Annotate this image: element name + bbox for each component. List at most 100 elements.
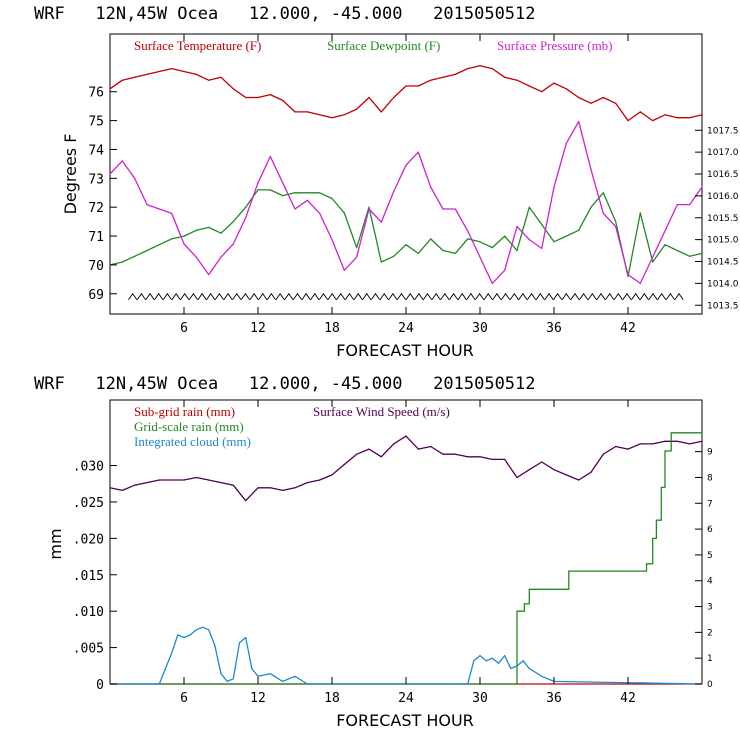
x-tick-label: 12 (250, 321, 266, 336)
surface-temperature-point (220, 76, 222, 78)
surface-wind-speed-point (528, 469, 530, 471)
surface-dewpoint-point (590, 206, 592, 208)
wind-barb (622, 292, 632, 300)
wind-barb (128, 292, 138, 300)
surface-pressure-point (627, 274, 629, 276)
surface-pressure-point (590, 169, 592, 171)
wind-barb (206, 292, 216, 300)
surface-pressure-point (528, 239, 530, 241)
surface-dewpoint-point (121, 261, 123, 263)
integrated-cloud-point (220, 673, 222, 675)
grid-scale-rain-point (516, 610, 518, 612)
surface-temperature-point (195, 73, 197, 75)
surface-dewpoint-point (356, 247, 358, 249)
surface-pressure-point (282, 182, 284, 184)
surface-pressure-point (417, 151, 419, 153)
wind-barb (587, 292, 597, 300)
surface-temperature-point (528, 85, 530, 87)
integrated-cloud-point (491, 657, 493, 659)
x-tick-label: 30 (472, 321, 488, 336)
surface-pressure-point (183, 243, 185, 245)
right-y-tick-label: 1017.5 (707, 126, 739, 136)
surface-dewpoint-point (380, 261, 382, 263)
wind-barb (353, 292, 363, 300)
surface-temperature-point (208, 79, 210, 81)
surface-pressure-point (146, 204, 148, 206)
surface-wind-speed-point (676, 440, 678, 442)
surface-temperature-point (664, 114, 666, 116)
surface-dewpoint-point (541, 223, 543, 226)
surface-pressure-point (331, 239, 333, 241)
surface-dewpoint-point (146, 249, 148, 252)
wind-barb (214, 292, 224, 300)
surface-pressure-point (158, 208, 160, 210)
surface-pressure-point (109, 173, 111, 175)
integrated-cloud-point (189, 634, 191, 636)
y-tick-label: 75 (88, 115, 104, 130)
surface-temperature-point (158, 70, 160, 73)
surface-wind-speed-point (639, 443, 641, 445)
surface-dewpoint-point (294, 192, 296, 194)
surface-pressure-point (343, 269, 345, 271)
surface-pressure-point (491, 282, 493, 284)
wind-barb (544, 292, 554, 300)
surface-pressure-point (639, 282, 641, 284)
surface-temperature-point (269, 94, 271, 96)
surface-temperature-point (442, 76, 444, 78)
wind-barb (527, 292, 537, 300)
surface-temperature-point (134, 76, 136, 78)
right-y-tick-label: 7 (707, 499, 713, 509)
wind-barb (336, 292, 346, 300)
surface-dewpoint-point (479, 241, 481, 243)
integrated-cloud-point (171, 652, 173, 654)
temperature-panel: WRF 12N,45W Ocea 12.000, -45.000 2015050… (34, 4, 739, 360)
surface-wind-speed-point (356, 453, 358, 455)
x-tick-label: 18 (324, 321, 340, 336)
grid-scale-rain-point (528, 588, 530, 590)
grid-scale-rain-point (670, 432, 672, 434)
wind-barb (518, 292, 528, 300)
surface-pressure-point (664, 230, 666, 232)
surface-wind-speed-point (417, 448, 419, 450)
surface-pressure-point (602, 212, 604, 214)
surface-pressure-point (479, 256, 481, 258)
surface-temperature-point (553, 82, 555, 84)
surface-wind-speed-point (701, 440, 703, 442)
wind-barb (405, 292, 415, 300)
wind-barb (648, 292, 658, 300)
x-tick-label: 36 (546, 691, 562, 706)
grid-scale-rain-point (565, 588, 567, 590)
surface-wind-speed-point (220, 482, 222, 484)
surface-dewpoint-point (491, 247, 493, 249)
wind-barb (292, 292, 303, 300)
surface-pressure-point (171, 212, 173, 214)
surface-pressure-point (516, 225, 518, 228)
surface-pressure-point (430, 186, 432, 188)
surface-pressure-point (676, 204, 678, 206)
x-tick-label: 6 (180, 321, 188, 336)
wind-barb (570, 292, 580, 300)
integrated-cloud-point (177, 634, 179, 636)
surface-dewpoint-line (109, 189, 703, 278)
surface-dewpoint-point (257, 189, 259, 191)
surface-temperature-point (393, 96, 395, 99)
wind-barb (301, 292, 311, 300)
legend-surface-pressure: Surface Pressure (mb) (497, 38, 613, 53)
surface-dewpoint-point (454, 252, 456, 254)
surface-dewpoint-point (405, 244, 407, 246)
surface-wind-speed-point (134, 484, 136, 486)
surface-temperature-point (368, 96, 370, 99)
grid-scale-rain-point (523, 603, 526, 605)
wind-barb (310, 292, 320, 300)
surface-temperature-point (565, 88, 567, 90)
integrated-cloud-point (294, 675, 296, 677)
surface-pressure-point (652, 256, 654, 258)
x-tick-label: 18 (324, 691, 340, 706)
surface-dewpoint-point (158, 244, 160, 246)
wind-barb (631, 292, 641, 300)
right-y-tick-label: 8 (707, 473, 713, 483)
surface-temperature-point (602, 96, 604, 99)
surface-temperature-point (232, 88, 234, 90)
y-tick-label: .015 (73, 569, 104, 584)
y-axis-label: mm (46, 528, 65, 559)
